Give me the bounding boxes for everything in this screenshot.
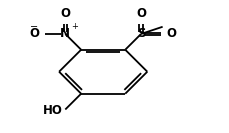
Text: HO: HO (43, 104, 63, 117)
Text: O: O (166, 27, 176, 40)
Text: O: O (136, 7, 146, 20)
Text: +: + (71, 22, 78, 31)
Text: N: N (60, 27, 70, 40)
Text: −: − (30, 22, 38, 32)
Text: O: O (29, 27, 39, 40)
Text: S: S (137, 27, 145, 40)
Text: O: O (60, 7, 70, 20)
